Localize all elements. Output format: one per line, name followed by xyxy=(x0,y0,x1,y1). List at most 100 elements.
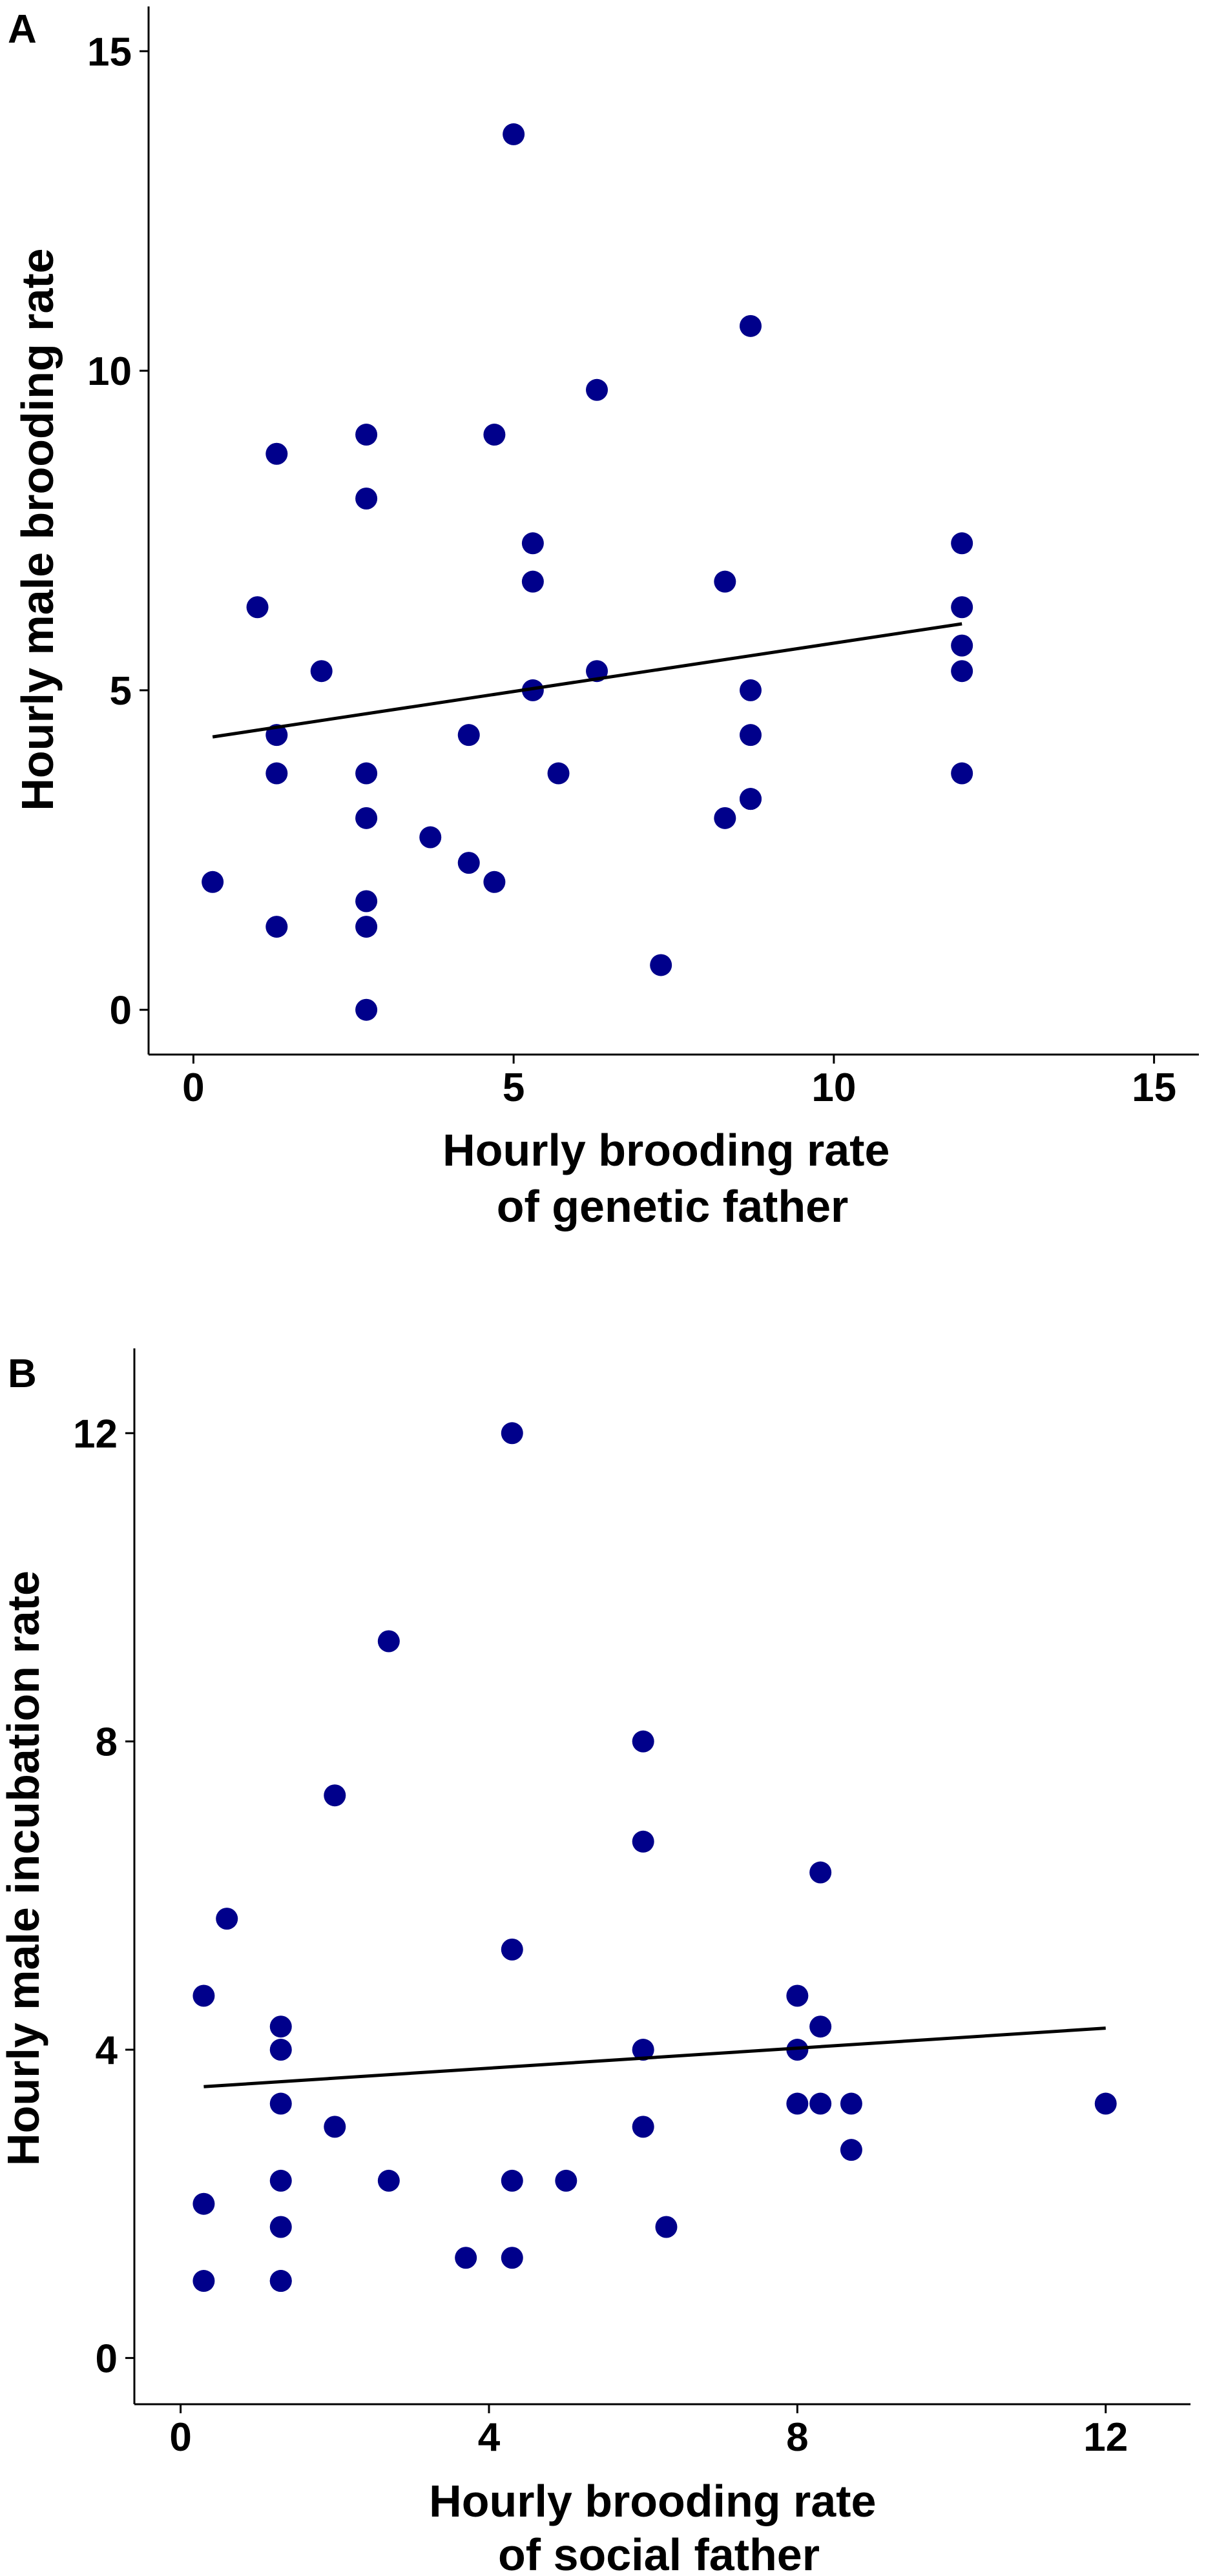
y-tick-label: 8 xyxy=(96,1720,118,1765)
x-tick-label: 0 xyxy=(182,1066,204,1110)
y-axis-title: Hourly male incubation rate xyxy=(0,1571,48,2166)
data-point xyxy=(809,2015,832,2038)
data-point xyxy=(951,660,973,683)
data-point xyxy=(521,570,544,593)
y-tick-label: 0 xyxy=(110,989,132,1033)
data-point xyxy=(632,2039,654,2061)
data-point xyxy=(192,1984,215,2007)
y-tick-label: 0 xyxy=(96,2336,118,2381)
data-point xyxy=(951,532,973,555)
data-point xyxy=(269,2039,292,2061)
y-tick-label: 15 xyxy=(87,30,132,74)
data-point xyxy=(355,998,378,1021)
data-point xyxy=(501,1422,523,1445)
data-point xyxy=(951,634,973,657)
data-point xyxy=(265,442,288,465)
panel-letter: B xyxy=(8,1352,37,1396)
data-point xyxy=(840,2139,862,2161)
data-point xyxy=(202,871,224,893)
y-tick-label: 4 xyxy=(96,2028,118,2073)
x-ticks: 0 5 10 15 xyxy=(182,1055,1176,1110)
data-point xyxy=(650,954,672,976)
y-ticks: 0 4 8 12 xyxy=(73,1412,134,2381)
data-point xyxy=(1094,2092,1117,2115)
data-point xyxy=(501,2169,523,2192)
y-tick-label: 12 xyxy=(73,1412,118,1456)
x-tick-label: 4 xyxy=(478,2415,501,2460)
regression-line xyxy=(203,2026,1106,2088)
data-point xyxy=(786,1984,809,2007)
x-axis-title-line-1: Hourly brooding rate xyxy=(442,1125,889,1175)
data-point xyxy=(355,762,378,785)
data-point xyxy=(192,2270,215,2293)
x-ticks: 0 4 8 12 xyxy=(169,2404,1128,2460)
data-point xyxy=(501,1938,523,1961)
data-point xyxy=(739,788,762,810)
x-axis-title-line-2: of genetic father xyxy=(497,1181,849,1231)
data-point xyxy=(457,852,480,874)
data-point xyxy=(714,807,736,829)
x-axis-title: Hourly brooding rate of genetic father xyxy=(442,1125,902,1231)
data-point xyxy=(503,123,525,145)
data-point xyxy=(455,2247,477,2269)
x-tick-label: 8 xyxy=(786,2415,808,2460)
data-point xyxy=(355,890,378,912)
data-point xyxy=(269,2092,292,2115)
data-point xyxy=(324,1784,346,1807)
x-axis-title-line-2: of social father xyxy=(498,2530,820,2576)
data-points xyxy=(192,1422,1117,2293)
data-point xyxy=(951,762,973,785)
data-point xyxy=(419,826,442,849)
data-point xyxy=(547,762,570,785)
x-tick-label: 10 xyxy=(811,1066,856,1110)
data-point xyxy=(377,1630,400,1653)
x-axis-title: Hourly brooding rate of social father xyxy=(429,2476,889,2576)
data-point xyxy=(269,2216,292,2238)
data-point xyxy=(483,871,506,893)
x-tick-label: 0 xyxy=(169,2415,191,2460)
panel-letter: A xyxy=(8,7,37,52)
data-point xyxy=(521,679,544,701)
y-ticks: 0 5 10 15 xyxy=(87,30,149,1033)
data-point xyxy=(739,314,762,337)
data-point xyxy=(809,1861,832,1884)
data-point xyxy=(355,488,378,510)
data-point xyxy=(632,1730,654,1753)
data-point xyxy=(632,1830,654,1853)
data-point xyxy=(355,424,378,446)
data-point xyxy=(632,2116,654,2138)
data-point xyxy=(246,596,269,619)
data-point xyxy=(269,2169,292,2192)
x-tick-label: 5 xyxy=(503,1066,525,1110)
y-axis-title: Hourly male brooding rate xyxy=(12,248,63,810)
data-point xyxy=(269,2015,292,2038)
data-point xyxy=(809,2092,832,2115)
data-point xyxy=(216,1908,238,1930)
data-point xyxy=(355,807,378,829)
data-point xyxy=(265,762,288,785)
data-point xyxy=(501,2247,523,2269)
data-point xyxy=(655,2216,678,2238)
x-axis-title-line-1: Hourly brooding rate xyxy=(429,2476,876,2526)
data-point xyxy=(555,2169,577,2192)
data-point xyxy=(265,916,288,938)
data-point xyxy=(483,424,506,446)
panel-a: A 0 5 10 15 0 5 10 15 Hourly male brooding rat… xyxy=(8,6,1199,1231)
data-point xyxy=(355,916,378,938)
panel-b: B 0 4 8 12 0 4 8 12 Hourly male incubation rat… xyxy=(0,1348,1190,2576)
data-point xyxy=(786,2092,809,2115)
data-point xyxy=(192,2192,215,2215)
data-point xyxy=(377,2169,400,2192)
data-points xyxy=(202,123,973,1021)
data-point xyxy=(739,679,762,701)
data-point xyxy=(714,570,736,593)
x-tick-label: 15 xyxy=(1132,1066,1176,1110)
data-point xyxy=(521,532,544,555)
data-point xyxy=(951,596,973,619)
data-point xyxy=(310,660,333,683)
data-point xyxy=(739,724,762,747)
y-tick-label: 10 xyxy=(87,349,132,394)
data-point xyxy=(586,378,608,401)
data-point xyxy=(840,2092,862,2115)
